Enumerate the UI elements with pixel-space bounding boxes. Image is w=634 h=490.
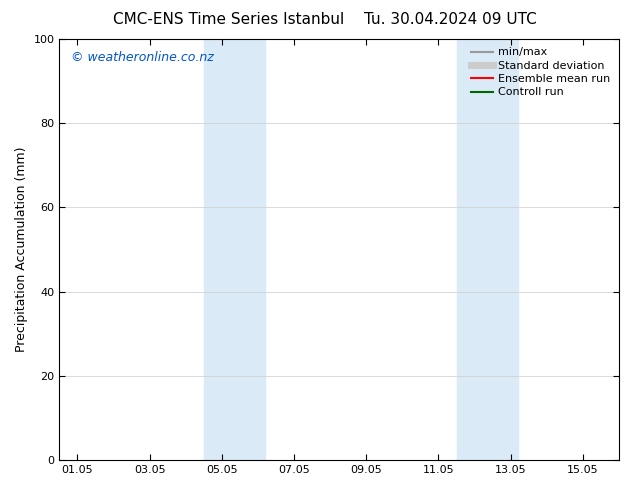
Legend: min/max, Standard deviation, Ensemble mean run, Controll run: min/max, Standard deviation, Ensemble me… (468, 44, 614, 101)
Text: © weatheronline.co.nz: © weatheronline.co.nz (70, 51, 214, 64)
Text: Tu. 30.04.2024 09 UTC: Tu. 30.04.2024 09 UTC (364, 12, 536, 27)
Bar (456, 39, 518, 460)
Y-axis label: Precipitation Accumulation (mm): Precipitation Accumulation (mm) (15, 147, 28, 352)
Bar (204, 39, 265, 460)
Text: CMC-ENS Time Series Istanbul: CMC-ENS Time Series Istanbul (113, 12, 344, 27)
